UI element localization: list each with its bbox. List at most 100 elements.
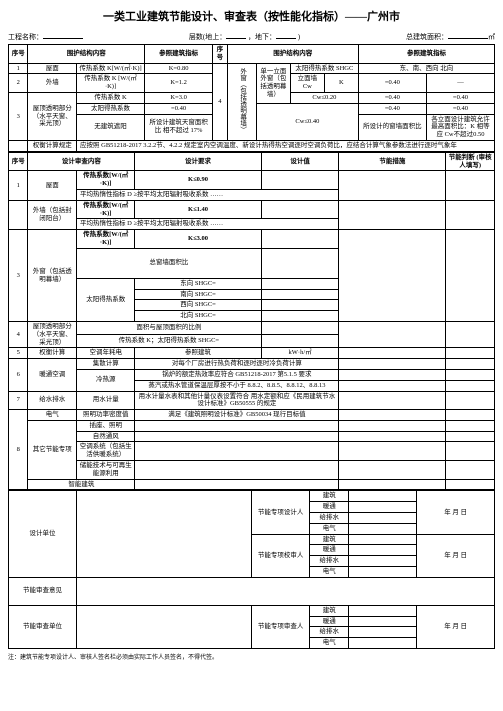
s2r6-b: 冷热源 [77, 369, 135, 391]
s2r8-b: 插座、照明 [77, 420, 135, 431]
s2r1-k: 传热系数[W/(㎡·K)] [77, 171, 135, 190]
s2r6-b-note: 锅炉的额定热效率应符合 GB51218-2017 第5.1.5 要求 [135, 369, 339, 380]
r3-k-limit: K=3.0 [145, 92, 213, 103]
s2r8-e: 储能技术与可再生能源利用 [77, 461, 135, 480]
s2r5-a-req: 参照建筑 [135, 348, 261, 359]
s2r8-c: 自然通风 [77, 431, 135, 442]
r3-item: 屋顶透明部分（水平天窗、采光顶） [28, 92, 77, 140]
s2r7-item: 给水排水 [28, 391, 77, 410]
s2r8-item: 电气 [28, 410, 77, 421]
eng-audit: 节能专项审查人 [252, 605, 310, 648]
r3-sc-limit: =0.40 [145, 103, 213, 114]
right-cw-c: Cw≤0.40 [256, 103, 358, 140]
s2r2-k-req: K≤1.40 [135, 200, 261, 219]
s2r4-no: 4 [9, 321, 28, 347]
page-title: 一类工业建筑节能设计、审查表（按性能化指标）——广州市 [8, 8, 495, 24]
right-cw-b-k: =0.40 [358, 92, 426, 103]
r2-no: 2 [9, 74, 28, 93]
header-row: 工程名称： 层数(地上： ，地下： ) 总建筑面积：㎡ [8, 30, 495, 42]
s2r3-sub2-s: 南向 SHGC= [135, 289, 261, 300]
r2-k-label: 传热系数 K [W/(㎡·K)] [77, 74, 145, 93]
eng-design: 节能专项设计人 [252, 491, 310, 534]
disc-arch-3: 建筑 [310, 605, 349, 616]
s2r7-a: 用水计量 [77, 391, 135, 410]
s2r4-k: 传热系数 K；太阳得热系数 SHGC= [77, 335, 262, 348]
s2r3-sub2-e: 东向 SHGC= [135, 278, 261, 289]
s2r6-no: 6 [9, 359, 28, 391]
opinion-review: 节能审查意见 [9, 577, 77, 605]
r3-shade-label: 无建筑遮阳 [77, 114, 145, 140]
col-seq2: 序号 [213, 45, 228, 64]
s2r6-a-note: 对每个厂房进行热负荷和逐时逐时冷负荷计算 [135, 359, 339, 370]
area-label: 总建筑面积： [406, 32, 448, 42]
s2r7-a-note: 用水计量水表和其他计量仪表设置符合 用水定额和应《民用建筑节水设计标准》GB50… [135, 391, 339, 410]
envelope-table: 序号 围护结构内容 参照建筑指标 序号 围护结构内容 参照建筑指标 1 屋面 传… [8, 44, 495, 152]
s2-col-design-val: 设计值 [261, 152, 339, 171]
r5-note: 应按照 GB51218-2017 3.2.2节、4.2.2 规定室内空调温度、新… [77, 140, 495, 151]
col-param-limit: 参照建筑指标 [145, 45, 213, 64]
s2r1-item: 屋面 [28, 171, 77, 200]
r3-sc-label: 太阳得热系数 [77, 103, 145, 114]
s2r3-no: 3 [9, 230, 28, 322]
disc-arch-2: 建筑 [310, 534, 349, 545]
disc-hvac-1: 暖通 [310, 502, 349, 513]
date-2: 年 月 日 [417, 534, 495, 577]
s2r1-no: 1 [9, 171, 28, 200]
s2r5-no: 5 [9, 348, 28, 359]
s2r3-k: 传热系数[W/(㎡·K)] [77, 230, 135, 249]
right-item: 外窗（包括透明幕墙） [227, 63, 256, 140]
floors-sep: ，地下： [248, 32, 276, 42]
s2r2-no [9, 200, 28, 229]
r2-k-limit: K=1.2 [145, 74, 213, 93]
disc-elec-3: 电气 [310, 638, 349, 649]
col-envelope2: 围护结构内容 [227, 45, 358, 64]
review-unit: 节能审查单位 [9, 605, 77, 648]
s2r1-note: 平均热惰性指标 D ≥按平均太阳辐射吸收系数 …… [77, 189, 339, 200]
s2r8-no: 8 [9, 410, 28, 490]
right-no: 4 [213, 63, 228, 140]
s2r2-item: 外墙（包括封闭阳台） [28, 200, 77, 229]
footnote: 注：建筑节能专项设计人、审核人签名栏必须由实际工作人员签名，不得代签。 [8, 652, 495, 661]
right-cw-b-n: =0.40 [426, 92, 494, 103]
s2r3-k-req: K≤3.00 [135, 230, 261, 249]
s2r3-sub2-n: 北向 SHGC= [135, 311, 261, 322]
right-note1: 所设计的窗墙面积比 [358, 114, 426, 140]
s2r8-a: 照明功率密度值 [77, 410, 135, 421]
disc-elec-2: 电气 [310, 567, 349, 578]
eng-review: 节能专项校审人 [252, 534, 310, 577]
r1-k-label: 传热系数 K[W/(㎡·K)] [77, 63, 145, 74]
s2r8-f: 智能建筑 [28, 479, 135, 490]
s2r4-item: 屋顶透明部分（水平天窗、采光顶） [28, 321, 77, 347]
right-cw-c-k: =0.40 [358, 103, 426, 114]
right-cw-a: Cw≤0.20 [290, 92, 358, 103]
r3-no: 3 [9, 92, 28, 140]
s2r4-sub: 面积与屋顶面积的比例 [77, 321, 262, 334]
date-1: 年 月 日 [417, 491, 495, 534]
signature-table: 设计单位 节能专项设计人 建筑 年 月 日 暖通 给排水 电气 节能专项校审人 … [8, 490, 495, 649]
s2r8-d: 其它节能专项 [28, 420, 77, 479]
s2r3-sub1: 总窗墙面积比 [77, 248, 262, 278]
design-unit: 设计单位 [9, 491, 77, 577]
r1-item: 屋面 [28, 63, 77, 74]
s2r3-sub2-w: 西向 SHGC= [135, 300, 261, 311]
s2r7-no: 7 [9, 391, 28, 410]
s2-col-seq: 序号 [9, 152, 28, 171]
s2r2-k: 传热系数[W/(㎡·K)] [77, 200, 135, 219]
right-note2: 各立面设计建筑允许最高面积比：K 相等应 Cw不超过0.50 [426, 114, 494, 140]
right-cw-c-n: =0.40 [426, 103, 494, 114]
disc-plumb-1: 给排水 [310, 513, 349, 524]
s2r5-item: 权衡计算 [28, 348, 77, 359]
s2r5-a: 空调年耗电 [77, 348, 135, 359]
s2r1-k-req: K≤0.90 [135, 171, 261, 190]
r5-no [9, 140, 28, 151]
proj-name-label: 工程名称： [8, 32, 43, 42]
design-review-table: 序号 设计审查内容 设计要求 设计值 节能措施 节能判断 (审核人填写) 1 屋… [8, 152, 495, 491]
r2-item: 外墙 [28, 74, 77, 93]
r3-shade-limit: 所设计建筑天窗面积比 相不超过 17% [145, 114, 213, 140]
right-k-label-a: 太阳得热系数 SHGC [290, 63, 358, 74]
area-unit: ㎡ [488, 32, 495, 42]
s2r5-a-unit: kW·h/㎡ [261, 348, 339, 359]
s2r3-item: 外窗（包括透明幕墙） [28, 230, 77, 322]
r3-k-label: 传热系数 K [77, 92, 145, 103]
disc-plumb-2: 给排水 [310, 556, 349, 567]
